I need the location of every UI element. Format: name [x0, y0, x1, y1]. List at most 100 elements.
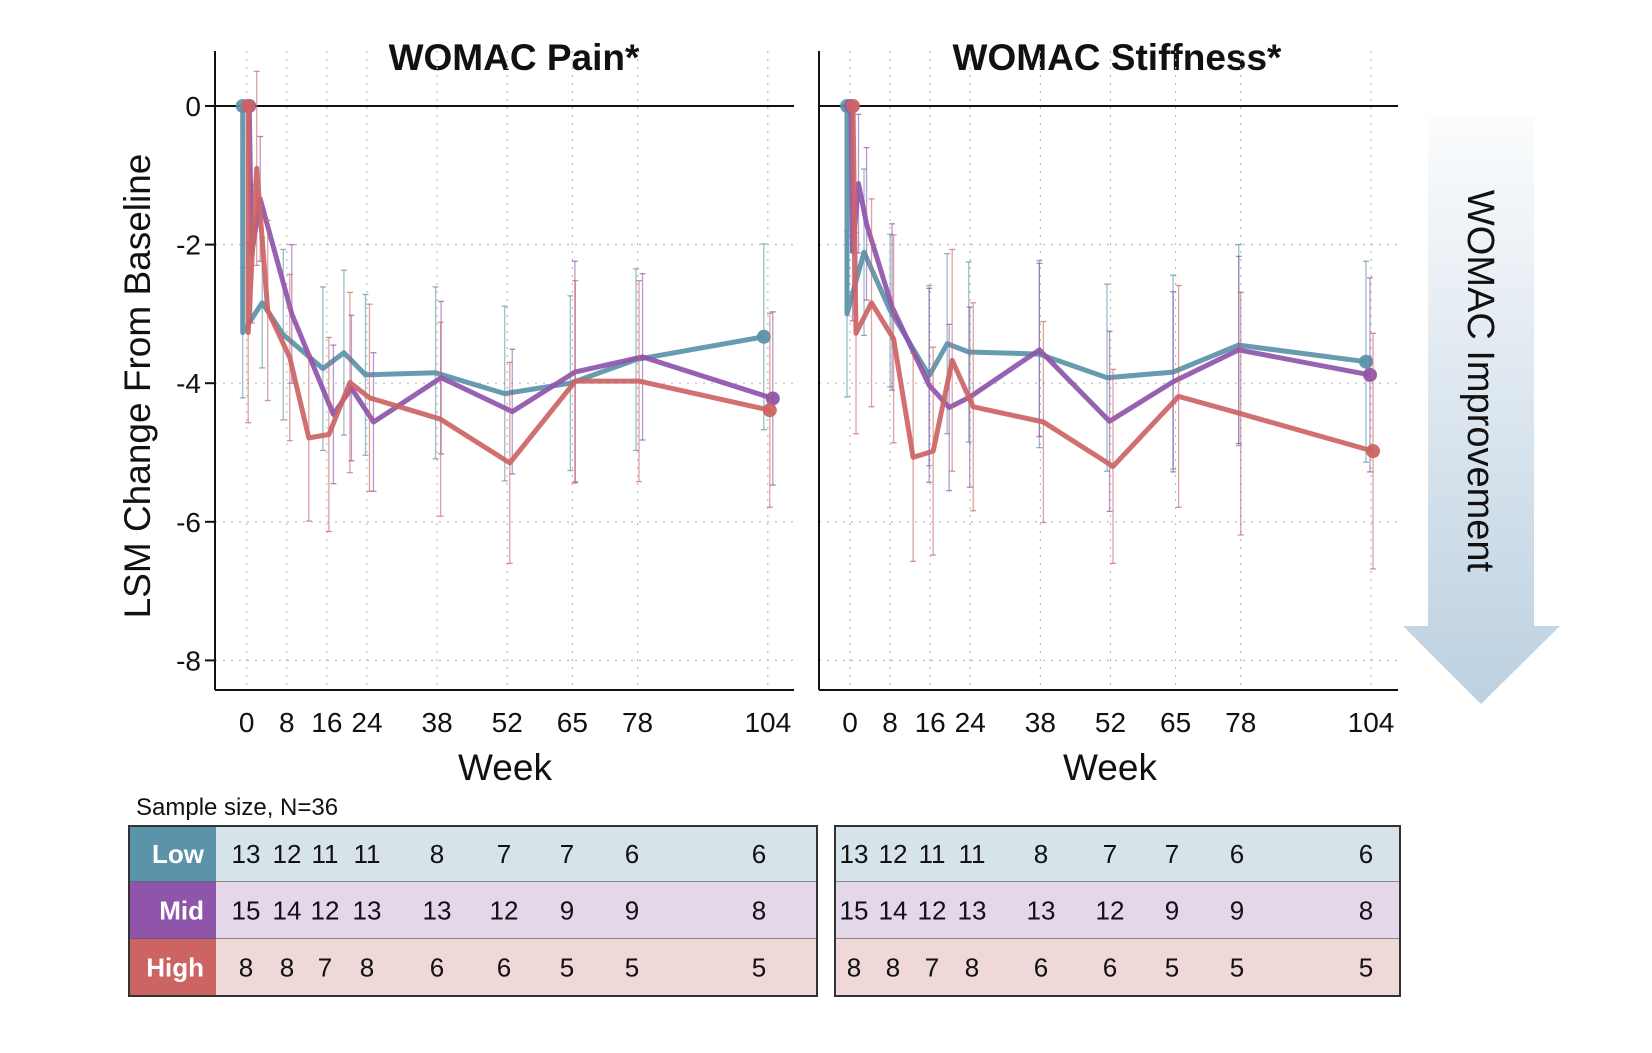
table-cell: 5 — [560, 953, 574, 983]
table-cell: 12 — [879, 839, 908, 869]
row-label-cell — [129, 939, 216, 996]
table-cell: 7 — [497, 839, 511, 869]
table-cell: 8 — [886, 953, 900, 983]
stiffness-panel: WOMAC Stiffness* Week 0 8 16 24 38 52 65 78 104 — [818, 37, 1398, 788]
series-line — [246, 105, 774, 425]
table-cell: 15 — [840, 896, 869, 926]
pain-panel: WOMAC Pain* LSM Change From Baseline Wee… — [117, 37, 794, 788]
table-cell: 13 — [353, 896, 382, 926]
table-cell: 9 — [560, 896, 574, 926]
row-label: Low — [152, 839, 205, 869]
table-cell: 14 — [273, 896, 302, 926]
table-cell: 6 — [497, 953, 511, 983]
series-line — [850, 105, 1374, 469]
stiffness-sample-table: 13 12 11 11 8 7 7 6 615 14 12 13 13 12 9 9 88 8 7 8 6 6 5 5 5 — [834, 825, 1401, 997]
table-cell: 8 — [1034, 839, 1048, 869]
row-label-cell — [129, 882, 216, 939]
table-row-mid: Mid 15 14 12 13 13 12 9 9 8 — [129, 882, 817, 940]
table-cell: 9 — [1230, 896, 1244, 926]
x-tick-label: 78 — [622, 707, 653, 738]
series-line — [245, 106, 771, 466]
table-cell: 13 — [232, 839, 261, 869]
series-mid — [844, 99, 1377, 513]
row-label: Mid — [159, 896, 204, 926]
table-cell: 11 — [919, 839, 946, 869]
series-high — [846, 99, 1381, 570]
x-tick-label: 38 — [422, 707, 453, 738]
end-point-marker — [1366, 444, 1381, 459]
pain-x-axis-label: Week — [458, 747, 552, 788]
table-cell: 12 — [918, 896, 947, 926]
table-cell: 13 — [958, 896, 987, 926]
table-cell: 12 — [311, 896, 340, 926]
pain-title: WOMAC Pain* — [389, 37, 640, 78]
end-point-marker — [1358, 354, 1373, 369]
table-cell: 14 — [879, 896, 908, 926]
down-arrow-icon — [1403, 116, 1560, 704]
x-tick-label: 104 — [1348, 707, 1395, 738]
row-background — [216, 939, 817, 996]
table-cell: 8 — [430, 839, 444, 869]
row-background — [216, 826, 817, 882]
table-cell: 6 — [1103, 953, 1117, 983]
x-tick-label: 0 — [239, 707, 255, 738]
table-row-low: 13 12 11 11 8 7 7 6 6 — [835, 826, 1400, 883]
table-cell: 11 — [312, 839, 339, 869]
x-tick-label: 52 — [1095, 707, 1126, 738]
x-tick-label: 38 — [1025, 707, 1056, 738]
table-cell: 7 — [1103, 839, 1117, 869]
table-cell: 5 — [1230, 953, 1244, 983]
stiffness-title: WOMAC Stiffness* — [953, 37, 1283, 78]
x-tick-label: 78 — [1225, 707, 1256, 738]
table-cell: 13 — [1027, 896, 1056, 926]
row-background — [835, 826, 1400, 882]
x-tick-label: 24 — [351, 707, 382, 738]
table-row-mid: 15 14 12 13 13 12 9 9 8 — [835, 882, 1400, 940]
table-row-high: High 8 8 7 8 6 6 5 5 5 — [129, 939, 817, 997]
table-border — [834, 825, 1401, 997]
x-tick-label: 16 — [311, 707, 342, 738]
series-line — [844, 106, 1367, 381]
table-cell: 5 — [1359, 953, 1373, 983]
series-line — [848, 105, 1371, 424]
table-cell: 6 — [1034, 953, 1048, 983]
table-cell: 8 — [360, 953, 374, 983]
table-cell: 5 — [752, 953, 766, 983]
end-point-marker — [1362, 367, 1377, 382]
start-point-marker — [846, 99, 861, 113]
x-tick-label: 104 — [744, 707, 791, 738]
y-tick-label: -4 — [176, 368, 201, 399]
table-cell: 11 — [959, 839, 986, 869]
y-tick-label: -8 — [176, 645, 201, 676]
table-cell: 12 — [1096, 896, 1125, 926]
table-cell: 7 — [1165, 839, 1179, 869]
table-cell: 7 — [560, 839, 574, 869]
x-tick-label: 65 — [557, 707, 588, 738]
x-tick-label: 8 — [279, 707, 295, 738]
row-label-cell — [129, 826, 216, 882]
table-cell: 9 — [1165, 896, 1179, 926]
end-point-marker — [762, 403, 777, 418]
row-background — [216, 882, 817, 939]
table-cell: 8 — [847, 953, 861, 983]
row-background — [835, 939, 1400, 996]
series-low — [235, 99, 771, 482]
table-cell: 6 — [1230, 839, 1244, 869]
end-point-marker — [756, 329, 771, 344]
x-tick-label: 24 — [955, 707, 986, 738]
table-cell: 6 — [625, 839, 639, 869]
table-cell: 6 — [1359, 839, 1373, 869]
stiffness-x-axis-label: Week — [1063, 747, 1157, 788]
table-cell: 8 — [965, 953, 979, 983]
table-cell: 5 — [1165, 953, 1179, 983]
table-border — [128, 825, 818, 997]
series-high — [241, 70, 777, 565]
table-cell: 8 — [752, 896, 766, 926]
table-row-low: Low 13 12 11 11 8 7 7 6 6 — [129, 826, 817, 883]
table-cell: 12 — [273, 839, 302, 869]
x-tick-label: 52 — [492, 707, 523, 738]
table-cell: 6 — [430, 953, 444, 983]
